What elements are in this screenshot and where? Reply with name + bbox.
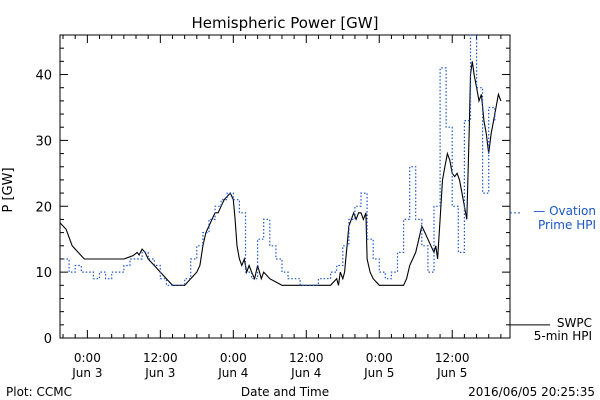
y-tick-label: 0 [44, 332, 52, 347]
plot-credit: Plot: CCMC [6, 385, 72, 399]
x-tick-date: Jun 3 [71, 366, 102, 380]
x-tick-time: 12:00 [435, 351, 470, 365]
x-tick-time: 0:00 [220, 351, 247, 365]
x-axis-label: Date and Time [241, 385, 329, 399]
x-tick-date: Jun 4 [290, 366, 321, 380]
y-axis-label: P [GW] [1, 167, 16, 212]
y-tick-label: 20 [35, 200, 52, 215]
legend-ovation-label: — Ovation [533, 204, 596, 218]
plot-timestamp: 2016/06/05 20:25:35 [468, 385, 595, 399]
series-ovation-line [63, 34, 496, 286]
plot-border [59, 34, 511, 339]
y-axis: 0 10 20 30 40 [35, 34, 510, 347]
y-tick-label: 10 [35, 266, 52, 281]
y-tick-label: 30 [35, 134, 52, 149]
x-tick-date: Jun 5 [363, 366, 394, 380]
x-tick-date: Jun 3 [144, 366, 175, 380]
x-tick-time: 12:00 [289, 351, 324, 365]
legend-swpc-label: SWPC [557, 316, 592, 330]
x-tick-time: 0:00 [366, 351, 393, 365]
x-tick-date: Jun 5 [436, 366, 467, 380]
x-tick-time: 0:00 [74, 351, 101, 365]
plot-area [59, 34, 511, 339]
legend-ovation-label: Prime HPI [538, 218, 596, 232]
series-swpc-line [59, 61, 502, 286]
series-layer [59, 34, 502, 286]
x-tick-date: Jun 4 [217, 366, 248, 380]
legend-swpc-label: 5-min HPI [534, 329, 592, 343]
y-tick-label: 40 [35, 69, 52, 84]
x-tick-time: 12:00 [143, 351, 178, 365]
chart-title: Hemispheric Power [GW] [192, 14, 379, 32]
